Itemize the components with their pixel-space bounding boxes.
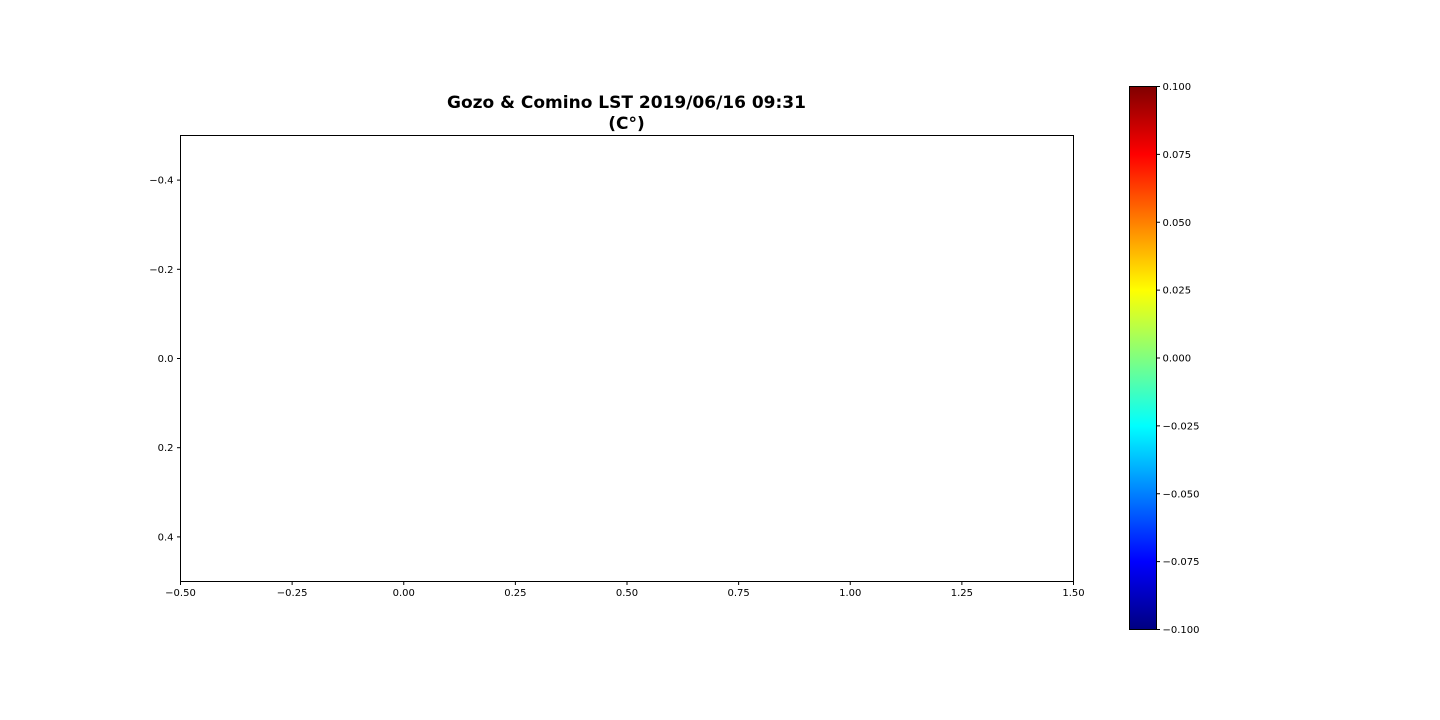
x-tick-label: 0.00 [393,588,415,599]
y-tick-label: 0.2 [158,443,174,454]
chart-title: Gozo & Comino LST 2019/06/16 09:31 [447,93,806,113]
x-tick-label: −0.50 [165,588,196,599]
y-tick-label: −0.4 [149,176,173,187]
colorbar-tick-label: 0.075 [1163,150,1192,161]
y-tick-label: 0.4 [158,532,174,543]
colorbar [1129,86,1157,630]
colorbar-tick-label: −0.050 [1163,489,1200,500]
y-axis: −0.4 −0.2 0.0 0.2 0.4 [149,176,181,543]
y-tick-label: −0.2 [149,265,173,276]
colorbar-tick-label: 0.000 [1163,354,1192,365]
x-tick-label: −0.25 [277,588,308,599]
plot-area [180,135,1074,582]
y-tick-label: 0.0 [158,354,174,365]
colorbar-tick-label: 0.100 [1163,82,1192,93]
x-tick-label: 1.00 [839,588,861,599]
colorbar-axis: 0.100 0.075 0.050 0.025 0.000 −0.025 −0.050 −0.… [1156,82,1200,636]
x-tick-label: 1.50 [1062,588,1084,599]
x-tick-label: 0.75 [727,588,749,599]
colorbar-tick-label: −0.025 [1163,421,1200,432]
x-tick-label: 0.25 [504,588,526,599]
colorbar-tick-label: 0.050 [1163,218,1192,229]
x-tick-label: 0.50 [616,588,638,599]
chart-title-units: (C°) [608,114,645,134]
x-axis: −0.50 −0.25 0.00 0.25 0.50 0.75 1.00 1.25 1.50 [165,581,1085,599]
x-tick-label: 1.25 [951,588,973,599]
colorbar-tick-label: −0.100 [1163,625,1200,636]
colorbar-tick-label: −0.075 [1163,557,1200,568]
colorbar-tick-label: 0.025 [1163,286,1192,297]
